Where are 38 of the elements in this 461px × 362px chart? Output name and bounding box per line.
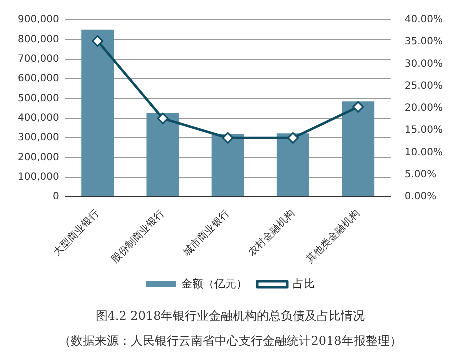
bar	[146, 113, 180, 197]
x-tick-label: 城市商业银行	[180, 208, 232, 260]
legend-label: 占比	[293, 277, 315, 290]
y2-tick-label: 25.00%	[404, 80, 444, 92]
y2-tick-label: 0.00%	[404, 192, 437, 203]
point	[222, 132, 234, 144]
y-tick-label: 500,000	[18, 93, 60, 104]
text: （数据来源：人民银行云南省中心支行金融统计2018年报整理）	[58, 333, 403, 350]
point	[352, 101, 364, 113]
y-tick-label: 800,000	[18, 34, 60, 46]
y-tick-label: 300,000	[18, 132, 60, 144]
bar	[342, 102, 375, 197]
y2-tick-label: 10.00%	[404, 147, 444, 158]
bar	[276, 134, 310, 197]
y-tick-label: 600,000	[18, 74, 60, 85]
y-tick-label: 900,000	[18, 14, 60, 26]
y2-tick-label: 20.00%	[404, 103, 444, 114]
point	[157, 112, 169, 124]
y2-tick-label: 5.00%	[404, 169, 437, 180]
y-tick-label: 100,000	[18, 172, 60, 183]
y2-tick-label: 40.00%	[404, 14, 444, 26]
bar	[82, 30, 114, 197]
y2-tick-label: 35.00%	[404, 36, 444, 48]
y-tick-label: 400,000	[18, 112, 60, 124]
x-tick-label: 农村金融机构	[246, 208, 298, 259]
x-tick-label: 大型商业银行	[50, 208, 102, 259]
y-tick-label: 200,000	[18, 152, 60, 164]
text: 图4.2 2018年银行业金融机构的总负债及占比情况	[94, 308, 366, 325]
legend-label: 金额（亿元）	[182, 277, 248, 290]
y-tick-label: 0	[52, 192, 60, 203]
x-tick-label: 股份制商业银行	[108, 208, 167, 266]
x-tick-label: 其他类金融机构	[304, 208, 362, 266]
point	[287, 132, 299, 144]
point	[92, 35, 104, 47]
y2-tick-label: 30.00%	[404, 58, 444, 70]
bar	[212, 134, 244, 197]
y2-tick-label: 15.00%	[404, 125, 444, 136]
y-tick-label: 700,000	[18, 54, 60, 65]
